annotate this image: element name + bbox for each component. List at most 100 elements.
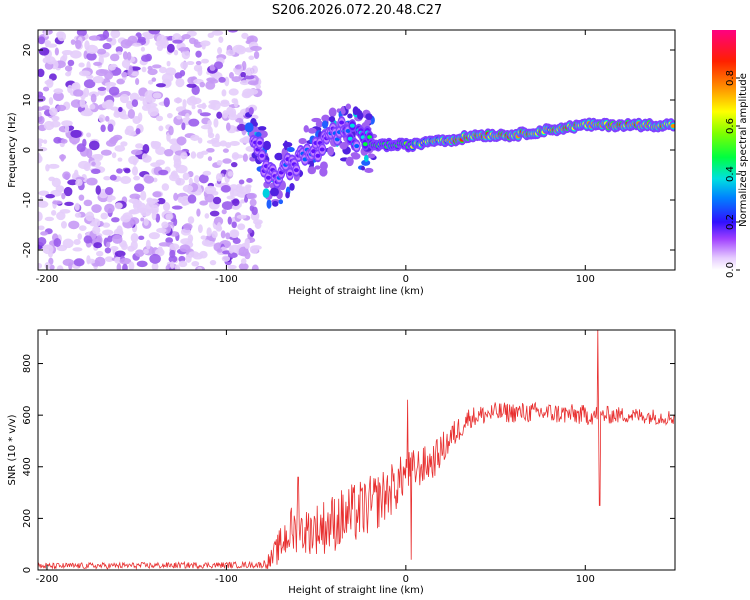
spectrogram-ytick-label: 20: [22, 44, 33, 57]
transition-blob: [278, 199, 284, 205]
noise-blob: [232, 237, 241, 244]
noise-blob: [135, 143, 144, 149]
transition-blob: [363, 154, 369, 162]
noise-blob: [168, 255, 178, 263]
noise-blob: [52, 91, 64, 102]
noise-blob: [150, 162, 161, 168]
noise-blob: [216, 111, 223, 119]
noise-blob: [166, 60, 171, 67]
colorbar-ticks: 0.0 0.2 0.4 0.6 0.8: [725, 70, 740, 278]
noise-blob: [206, 147, 215, 153]
noise-blob: [187, 234, 194, 243]
noise-blob: [235, 64, 242, 70]
noise-blob: [156, 197, 166, 205]
noise-blob: [211, 30, 224, 36]
noise-blob: [138, 95, 145, 101]
noise-blob: [53, 88, 64, 94]
noise-blob: [250, 45, 262, 52]
ridge-core: [339, 120, 345, 125]
transition-blob: [365, 113, 373, 121]
noise-blob: [121, 59, 131, 69]
noise-blob: [134, 183, 145, 192]
noise-blob: [93, 61, 102, 66]
noise-blob: [225, 122, 231, 131]
snr-axes: -200 -100 0 100 0 200 400 600 800: [22, 330, 675, 585]
transition-blob: [347, 113, 353, 119]
noise-blob: [240, 258, 247, 265]
noise-blob: [228, 72, 234, 79]
noise-blob: [50, 120, 61, 128]
noise-blob: [135, 78, 140, 86]
transition-blob: [286, 146, 295, 153]
noise-blob: [182, 98, 187, 109]
noise-blob: [38, 47, 50, 56]
noise-blob: [174, 264, 181, 270]
noise-blob: [38, 36, 46, 45]
noise-blob: [42, 86, 50, 92]
noise-blob: [102, 222, 111, 228]
noise-blob: [106, 37, 113, 42]
noise-blob: [137, 36, 146, 43]
noise-blob: [181, 122, 186, 131]
noise-blob: [141, 152, 149, 162]
snr-xtick-label: -100: [215, 574, 238, 585]
noise-blob: [100, 212, 109, 220]
noise-blob: [55, 185, 65, 193]
noise-blob: [93, 242, 103, 249]
noise-blob: [232, 198, 240, 207]
noise-blob: [152, 191, 162, 198]
ridge-core: [257, 140, 263, 145]
noise-blob: [88, 140, 100, 151]
noise-blob: [151, 77, 157, 82]
noise-blob: [110, 246, 119, 251]
noise-blob: [148, 232, 160, 240]
noise-blob: [215, 133, 220, 141]
transition-blob: [350, 152, 359, 158]
ridge-core: [345, 128, 351, 133]
noise-blob: [200, 235, 207, 240]
ridge-core: [319, 147, 325, 152]
noise-blob: [161, 72, 174, 83]
noise-blob: [238, 118, 244, 126]
noise-blob: [151, 64, 162, 69]
noise-blob: [56, 265, 64, 270]
noise-blob: [102, 30, 110, 40]
noise-blob: [114, 145, 126, 152]
noise-blob: [108, 86, 120, 96]
noise-blob: [183, 223, 193, 231]
transition-blob: [364, 167, 374, 173]
noise-blob: [209, 260, 217, 266]
noise-blob: [222, 158, 232, 164]
noise-blob: [147, 106, 159, 117]
noise-blob: [181, 49, 191, 60]
ridge-core: [367, 135, 373, 140]
noise-blob: [128, 198, 139, 204]
noise-blob: [44, 40, 51, 45]
noise-blob: [86, 148, 93, 159]
noise-blob: [70, 99, 83, 108]
snr-xtick-label: 0: [403, 574, 409, 585]
noise-blob: [83, 235, 93, 244]
noise-blob: [135, 128, 141, 135]
noise-blob: [61, 192, 66, 200]
colorbar-tick-label: 0.6: [725, 118, 736, 134]
noise-blob: [143, 175, 155, 184]
noise-blob: [173, 218, 178, 226]
noise-blob: [197, 224, 203, 234]
noise-blob: [115, 46, 123, 53]
noise-blob: [78, 194, 85, 201]
noise-blob: [191, 104, 196, 110]
noise-blob: [164, 149, 174, 157]
noise-blob: [91, 218, 101, 228]
colorbar-tick-label: 0.0: [725, 262, 736, 278]
noise-blob: [245, 185, 252, 194]
transition-blob: [307, 166, 317, 175]
noise-blob: [96, 250, 104, 257]
noise-blob: [128, 65, 133, 75]
noise-blob: [53, 238, 62, 247]
noise-blob: [147, 209, 159, 214]
noise-blob: [70, 129, 82, 138]
noise-blob: [156, 44, 164, 52]
noise-blob: [140, 217, 145, 222]
noise-blob: [60, 154, 65, 162]
